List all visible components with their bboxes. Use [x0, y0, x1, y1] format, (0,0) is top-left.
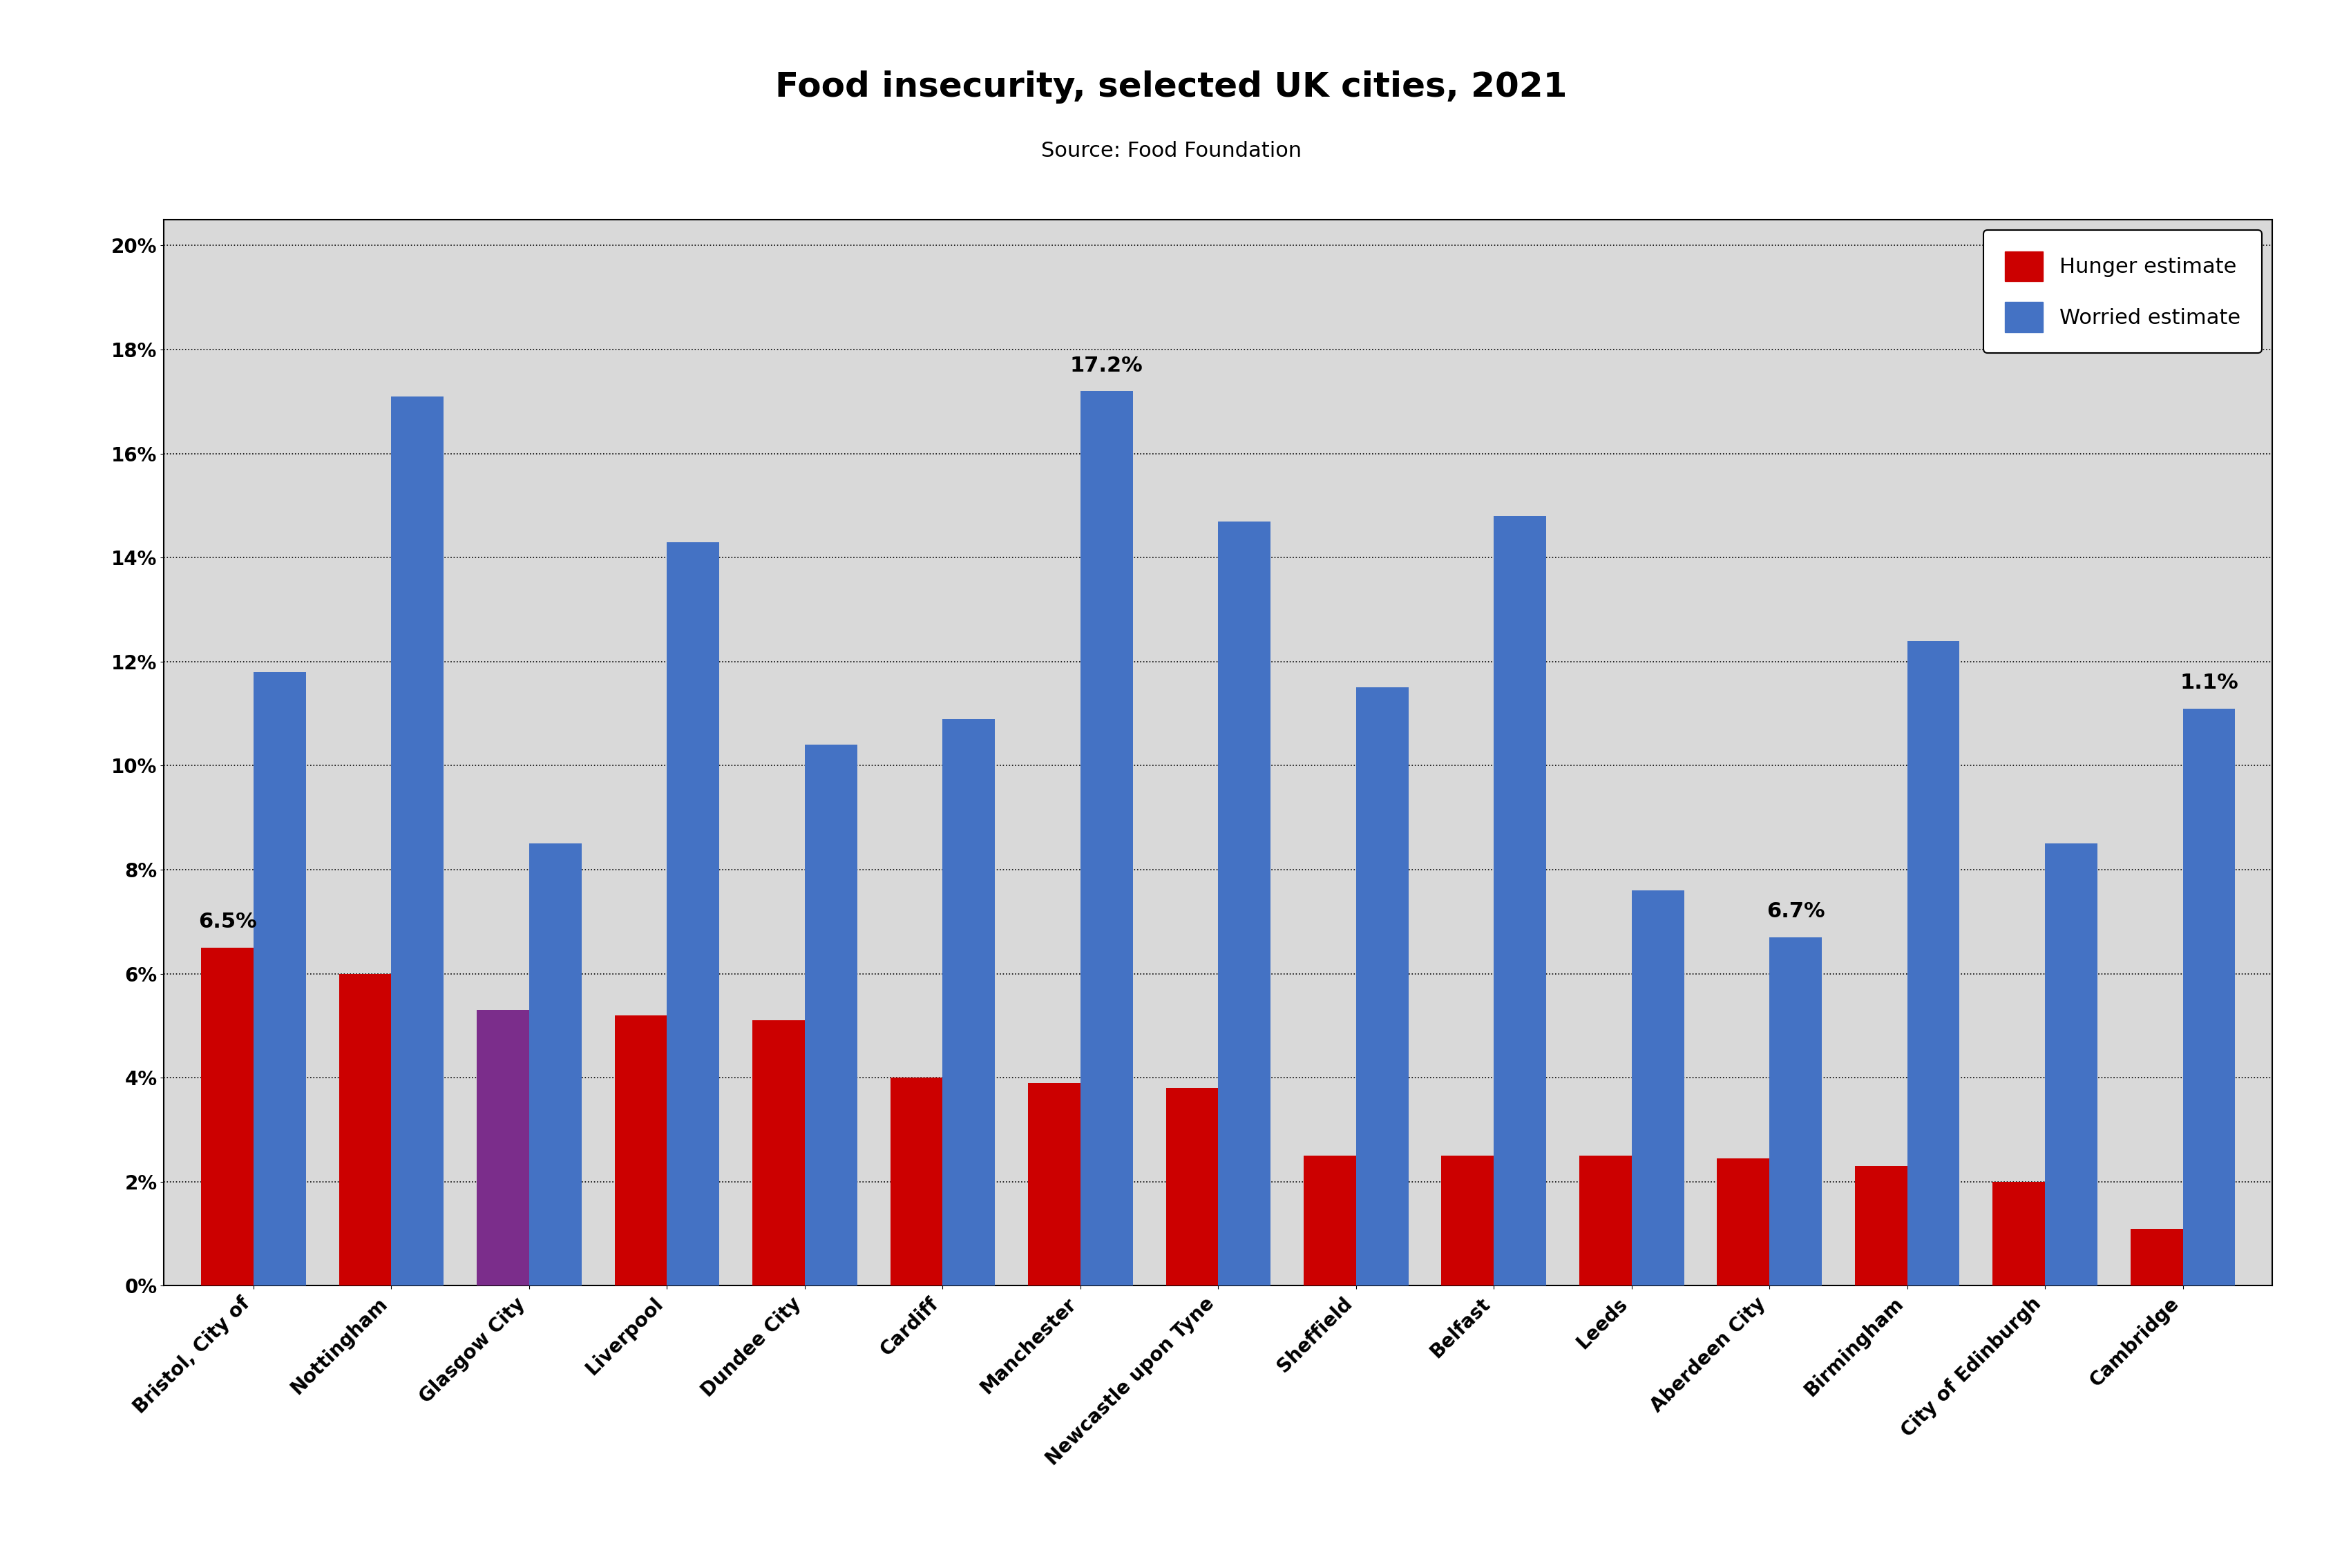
Bar — [941, 718, 995, 1286]
Text: 6.5%: 6.5% — [199, 913, 258, 931]
Bar — [1218, 521, 1269, 1286]
Bar — [667, 543, 719, 1286]
Text: Source: Food Foundation: Source: Food Foundation — [1040, 141, 1302, 162]
Bar — [2045, 844, 2096, 1286]
Bar — [1579, 1156, 1630, 1286]
Bar — [1028, 1083, 1080, 1286]
Bar — [253, 673, 307, 1286]
Bar — [1166, 1088, 1218, 1286]
Bar — [1302, 1156, 1356, 1286]
Bar — [340, 974, 391, 1286]
Text: 1.1%: 1.1% — [2178, 673, 2237, 693]
Text: 6.7%: 6.7% — [1766, 902, 1824, 922]
Bar — [1768, 938, 1822, 1286]
Bar — [529, 844, 581, 1286]
Bar — [1855, 1167, 1906, 1286]
Bar — [1080, 390, 1134, 1286]
Bar — [752, 1021, 806, 1286]
Bar — [614, 1016, 667, 1286]
Bar — [2183, 709, 2234, 1286]
Bar — [890, 1077, 941, 1286]
Bar — [1440, 1156, 1494, 1286]
Bar — [1494, 516, 1546, 1286]
Bar — [1717, 1159, 1768, 1286]
Bar — [478, 1010, 529, 1286]
Text: Food insecurity, selected UK cities, 2021: Food insecurity, selected UK cities, 202… — [775, 71, 1567, 103]
Bar — [2129, 1229, 2183, 1286]
Bar — [1993, 1182, 2045, 1286]
Bar — [1630, 891, 1684, 1286]
Bar — [201, 947, 253, 1286]
Bar — [806, 745, 857, 1286]
Legend: Hunger estimate, Worried estimate: Hunger estimate, Worried estimate — [1984, 230, 2260, 353]
Text: 17.2%: 17.2% — [1070, 356, 1143, 376]
Bar — [1356, 688, 1408, 1286]
Bar — [391, 397, 443, 1286]
Bar — [1906, 641, 1958, 1286]
